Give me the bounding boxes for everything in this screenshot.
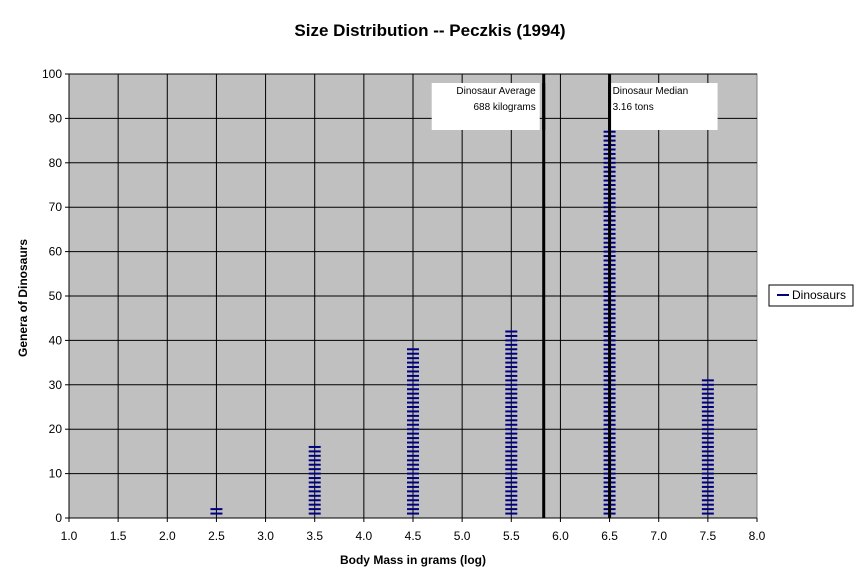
y-tick-label: 20 [49,422,63,436]
chart-title: Size Distribution -- Peczkis (1994) [294,21,565,40]
x-tick-label: 7.5 [700,529,717,543]
x-tick-label: 3.5 [306,529,323,543]
reference-label: Dinosaur Average [456,86,536,97]
legend-box [768,284,854,307]
y-axis-label: Genera of Dinosaurs [16,239,30,357]
y-tick-label: 70 [49,200,63,214]
x-axis-ticks: 1.0 1.5 2.0 2.5 3.0 3.5 4.0 4.5 5.0 5.5 6.0 6.5 7.0 7… [61,517,766,543]
y-tick-label: 80 [49,156,63,170]
reference-lines: Dinosaur Average 688 kilograms Dinosaur Me… [431,74,718,518]
x-tick-label: 1.5 [110,529,127,543]
x-tick-label: 1.0 [61,529,78,543]
y-tick-label: 0 [55,511,62,525]
x-tick-label: 3.0 [257,529,274,543]
x-tick-label: 4.0 [356,529,373,543]
reference-label-box [431,83,540,130]
x-tick-label: 4.5 [405,529,422,543]
y-tick-label: 30 [49,378,63,392]
reference-label: 688 kilograms [473,102,535,113]
legend: Dinosaurs [768,284,854,307]
y-tick-label: 40 [49,333,63,347]
legend-label: Dinosaurs [792,288,846,302]
y-tick-label: 10 [49,467,63,481]
x-tick-label: 6.0 [552,529,569,543]
x-tick-label: 5.0 [454,529,471,543]
x-tick-label: 8.0 [749,529,766,543]
reference-label: 3.16 tons [613,102,654,113]
y-tick-label: 50 [49,289,63,303]
y-axis-ticks: 0 10 20 30 40 50 60 70 80 90 100 [42,67,70,525]
y-tick-label: 100 [42,67,62,81]
y-tick-label: 90 [49,111,63,125]
x-tick-label: 2.0 [159,529,176,543]
y-tick-label: 60 [49,245,63,259]
x-tick-label: 6.5 [601,529,618,543]
reference-label-box [609,83,718,130]
x-tick-label: 7.0 [650,529,667,543]
x-axis-label: Body Mass in grams (log) [340,553,486,567]
x-tick-label: 2.5 [208,529,225,543]
reference-label: Dinosaur Median [613,86,689,97]
x-tick-label: 5.5 [503,529,520,543]
